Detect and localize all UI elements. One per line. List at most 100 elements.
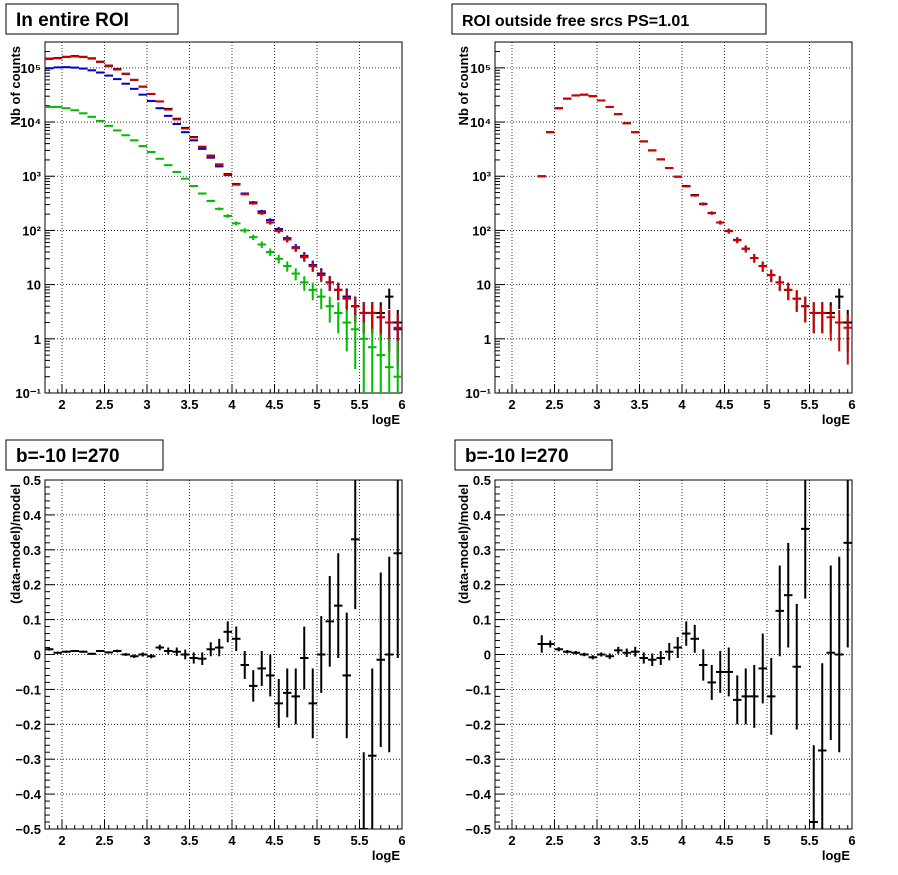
data-point [767,657,776,735]
data-point [741,245,750,253]
data-point [546,640,555,648]
series-2 [537,93,852,365]
series-1 [537,480,852,829]
data-point [325,296,334,323]
x-tick-label: 6 [848,397,855,412]
data-point [283,261,292,272]
data-point [682,621,691,646]
x-tick-label: 5.5 [350,397,368,412]
chart-title: ROI outside free srcs PS=1.01 [462,13,689,30]
x-tick-label: 4 [678,397,686,412]
data-point [181,649,190,660]
data-point [699,649,708,681]
data-point [206,199,215,203]
y-tick-label: 0.2 [473,578,491,593]
y-tick-label: 0 [34,648,41,663]
data-point [189,185,198,188]
data-layer [537,93,852,365]
y-tick-label: 10⁵ [20,61,41,76]
data-point [121,653,130,656]
x-tick-label: 5.5 [350,833,368,848]
y-tick-label: 0.2 [23,578,41,593]
data-point [334,302,343,334]
y-tick-label: 10³ [22,169,41,184]
data-point [843,314,852,365]
data-point [342,612,351,739]
data-point [240,651,249,679]
data-point [45,647,54,651]
data-point [733,237,742,244]
data-point [809,302,818,334]
data-point [266,220,275,225]
data-point [716,220,725,225]
x-tick-label: 6 [398,397,405,412]
data-point [393,480,402,658]
data-point [155,644,164,651]
y-tick-label: 10² [22,223,41,238]
data-point [835,309,844,352]
data-point [266,248,275,257]
x-tick-label: 2.5 [545,833,563,848]
data-point [359,322,368,393]
data-point [308,282,317,301]
x-tick-label: 3 [143,833,150,848]
data-point [673,637,682,658]
x-axis-label: logE [372,412,400,427]
title-box [5,3,179,35]
data-point [232,183,241,186]
data-point [334,282,343,301]
data-point [801,480,810,599]
plot-frame [494,41,853,394]
x-tick-label: 5 [313,397,320,412]
data-point [351,480,360,610]
x-tick-label: 3.5 [180,397,198,412]
data-point [826,305,835,341]
x-tick-label: 4.5 [265,833,283,848]
data-point [826,565,835,741]
x-tick-label: 2.5 [95,397,113,412]
y-axis-label: Nb of counts [8,46,23,125]
data-point [240,228,249,233]
data-point [368,302,377,334]
data-point [775,276,784,291]
data-point [223,214,232,218]
x-tick-label: 3 [143,397,150,412]
data-point [376,572,385,747]
y-axis-label: (data-model)/model [456,484,471,604]
data-point [53,651,62,654]
y-tick-label: −0.4 [465,787,491,802]
data-point [223,621,232,643]
data-point [104,651,113,654]
data-point [368,668,377,829]
data-point [249,670,258,702]
data-point [784,282,793,301]
y-tick-label: −0.2 [465,717,491,732]
data-point [673,175,682,178]
data-point [588,655,597,660]
x-axis-label: logE [822,412,850,427]
data-point [300,626,309,690]
data-point [300,253,309,262]
x-axis-label: logE [822,848,850,863]
data-point [368,328,377,393]
chart-panel-4: 2 2.5 3 3.5 4 4.5 5 5.5 6 −0.5 −0.4 −0.3 −0.2 −0.1 0 0.… [454,439,856,863]
data-point [342,290,351,312]
y-tick-label: 0.4 [473,508,492,523]
x-tick-label: 5 [763,833,770,848]
data-point [206,642,215,657]
y-tick-label: −0.2 [15,717,41,732]
y-tick-label: 0 [484,648,491,663]
x-tick-label: 4.5 [265,397,283,412]
x-tick-label: 6 [398,833,405,848]
data-layer [45,480,402,829]
series-1 [45,480,402,829]
data-point [385,556,394,753]
data-point [784,542,793,648]
title-box [5,439,164,471]
data-point [690,194,699,197]
data-point [198,652,207,665]
y-axis-label: Nb of counts [456,46,471,125]
data-point [198,192,207,195]
y-tick-label: 10 [477,278,491,293]
